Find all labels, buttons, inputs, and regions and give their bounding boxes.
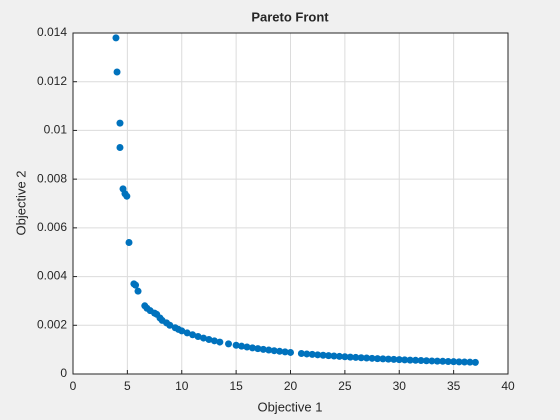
point bbox=[384, 355, 392, 363]
point bbox=[357, 354, 365, 362]
point bbox=[428, 357, 436, 365]
point bbox=[205, 336, 213, 344]
point bbox=[178, 327, 186, 335]
x-tick-label: 5 bbox=[124, 379, 131, 393]
point bbox=[368, 354, 376, 362]
point bbox=[276, 347, 284, 355]
point bbox=[189, 331, 197, 339]
point bbox=[166, 321, 174, 329]
point bbox=[406, 356, 414, 364]
point bbox=[422, 357, 430, 365]
point bbox=[314, 351, 322, 359]
point bbox=[308, 350, 316, 358]
point bbox=[254, 345, 262, 353]
point bbox=[352, 353, 360, 361]
point bbox=[225, 340, 233, 348]
point bbox=[113, 68, 121, 76]
point bbox=[248, 344, 256, 352]
point bbox=[194, 333, 202, 341]
y-tick-label: 0.004 bbox=[37, 269, 67, 283]
point bbox=[433, 357, 441, 365]
point bbox=[417, 357, 425, 365]
y-tick-label: 0 bbox=[60, 366, 67, 380]
point bbox=[134, 287, 142, 295]
point bbox=[132, 281, 140, 289]
point bbox=[363, 354, 371, 362]
point bbox=[439, 357, 447, 365]
point bbox=[341, 353, 349, 361]
point bbox=[281, 348, 289, 356]
y-tick-label: 0.008 bbox=[37, 171, 67, 185]
point bbox=[444, 358, 452, 366]
point bbox=[325, 352, 333, 360]
x-tick-label: 15 bbox=[229, 379, 243, 393]
point bbox=[183, 329, 191, 337]
x-tick-label: 25 bbox=[338, 379, 352, 393]
x-axis-label: Objective 1 bbox=[257, 399, 322, 414]
point bbox=[259, 345, 267, 353]
point bbox=[471, 358, 479, 366]
point bbox=[401, 356, 409, 364]
x-tick-label: 0 bbox=[70, 379, 77, 393]
point bbox=[238, 342, 246, 350]
point bbox=[346, 353, 354, 361]
point bbox=[287, 348, 294, 356]
point bbox=[379, 355, 387, 363]
y-axis-label: Objective 2 bbox=[13, 170, 28, 235]
y-tick-label: 0.014 bbox=[37, 25, 67, 39]
point bbox=[450, 358, 458, 366]
point bbox=[390, 355, 398, 363]
point bbox=[335, 352, 343, 360]
point bbox=[270, 347, 278, 355]
point bbox=[200, 334, 207, 342]
x-tick-label: 40 bbox=[501, 379, 515, 393]
point bbox=[455, 358, 463, 366]
y-tick-label: 0.012 bbox=[37, 74, 67, 88]
x-tick-label: 30 bbox=[393, 379, 407, 393]
y-tick-label: 0.002 bbox=[37, 317, 67, 331]
point bbox=[319, 351, 327, 359]
point bbox=[265, 346, 273, 354]
y-tick-label: 0.006 bbox=[37, 220, 67, 234]
point bbox=[123, 192, 131, 200]
point bbox=[210, 337, 218, 345]
point bbox=[466, 358, 474, 366]
x-tick-label: 35 bbox=[447, 379, 461, 393]
point bbox=[412, 356, 420, 364]
point bbox=[116, 143, 124, 151]
point bbox=[461, 358, 468, 366]
point bbox=[374, 355, 381, 363]
axes-box bbox=[72, 32, 509, 375]
y-tick-label: 0.01 bbox=[44, 123, 68, 137]
x-tick-label: 10 bbox=[175, 379, 189, 393]
chart-title: Pareto Front bbox=[251, 9, 329, 24]
point bbox=[112, 34, 120, 42]
point bbox=[232, 341, 240, 349]
point bbox=[216, 338, 224, 346]
point bbox=[303, 350, 311, 358]
point bbox=[330, 352, 338, 360]
point bbox=[243, 343, 251, 351]
point bbox=[297, 349, 305, 357]
point bbox=[395, 356, 403, 364]
x-tick-label: 20 bbox=[284, 379, 298, 393]
point bbox=[116, 119, 124, 127]
point bbox=[125, 238, 133, 246]
